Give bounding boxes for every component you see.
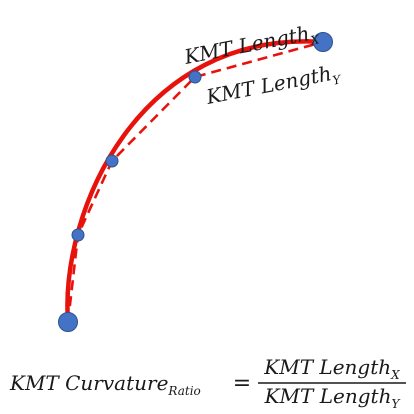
length-y-label: KMT LengthY — [203, 59, 342, 112]
start-point — [58, 312, 78, 332]
end-point — [313, 32, 333, 52]
formula-numerator: KMT LengthX — [263, 355, 400, 382]
formula-denominator: KMT LengthY — [264, 384, 401, 411]
formula-lhs: KMT CurvatureRatio — [9, 371, 201, 398]
mid-point-1 — [71, 228, 85, 242]
mid-point-2 — [105, 154, 119, 168]
formula-equals: = — [233, 371, 251, 396]
mid-point-3 — [188, 70, 202, 84]
solid-arc-curve — [65, 39, 326, 325]
length-x-label: KMT LengthX — [181, 19, 320, 72]
